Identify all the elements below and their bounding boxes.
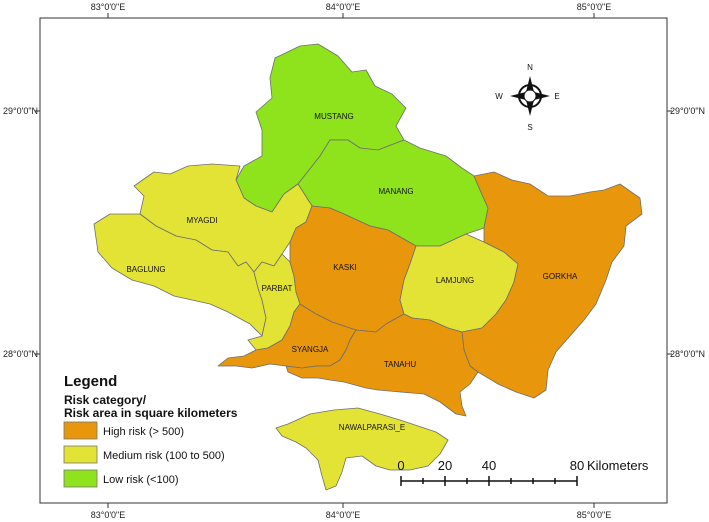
scale-bar (400, 476, 578, 486)
district-label: SYANGJA (292, 345, 329, 354)
scale-label: 80 (570, 458, 584, 473)
legend-subtitle: Risk area in square kilometers (64, 406, 238, 420)
district-labels: MUSTANG MANANG MYAGDI BAGLUNG PARBAT KAS… (126, 112, 578, 432)
legend: Legend Risk category/ Risk area in squar… (63, 373, 238, 488)
graticule-right-label: 29°0'0"N (670, 106, 705, 116)
scale-label: 40 (482, 458, 496, 473)
legend-title: Legend (64, 373, 117, 390)
district-label: BAGLUNG (126, 265, 165, 274)
graticule-right-label: 28°0'0"N (670, 349, 705, 359)
district-label: NAWALPARASI_E (339, 423, 405, 432)
graticule-left-label: 28°0'0"N (3, 349, 38, 359)
graticule-ticks (35, 13, 672, 508)
graticule-top-label: 84°0'0"E (326, 2, 361, 12)
legend-swatch-medium (63, 445, 98, 464)
scale-label: 0 (397, 458, 404, 473)
district-label: PARBAT (262, 284, 293, 293)
district-label: TANAHU (384, 360, 417, 369)
district-gorkha (461, 171, 643, 399)
graticule-bottom-label: 85°0'0"E (577, 510, 612, 520)
compass-e-label: E (554, 92, 559, 101)
graticule-top-label: 85°0'0"E (577, 2, 612, 12)
compass-icon (510, 76, 550, 116)
district-label: MYAGDI (187, 216, 218, 225)
district-label: GORKHA (543, 272, 578, 281)
legend-swatch-low (63, 469, 98, 488)
district-tanahu (285, 313, 479, 417)
legend-subtitle: Risk category/ (64, 393, 147, 407)
legend-item-label: Low risk (<100) (103, 474, 179, 486)
districts-layer (93, 43, 643, 491)
legend-item-label: High risk (> 500) (103, 426, 184, 438)
district-label: MUSTANG (314, 112, 353, 121)
district-label: MANANG (378, 187, 413, 196)
compass-w-label: W (495, 92, 503, 101)
district-label: LAMJUNG (436, 276, 474, 285)
compass-s-label: S (527, 123, 532, 132)
legend-item-label: Medium risk (100 to 500) (103, 450, 225, 462)
district-label: KASKI (333, 263, 357, 272)
graticule-top-label: 83°0'0"E (91, 2, 126, 12)
compass-n-label: N (527, 63, 533, 72)
scale-label: 20 (438, 458, 452, 473)
district-nawalparasi-e (275, 407, 449, 491)
graticule-bottom-label: 83°0'0"E (91, 510, 126, 520)
legend-swatch-high (63, 421, 98, 440)
graticule-bottom-label: 84°0'0"E (326, 510, 361, 520)
graticule-left-label: 29°0'0"N (3, 106, 38, 116)
scale-unit: Kilometers (587, 458, 649, 473)
